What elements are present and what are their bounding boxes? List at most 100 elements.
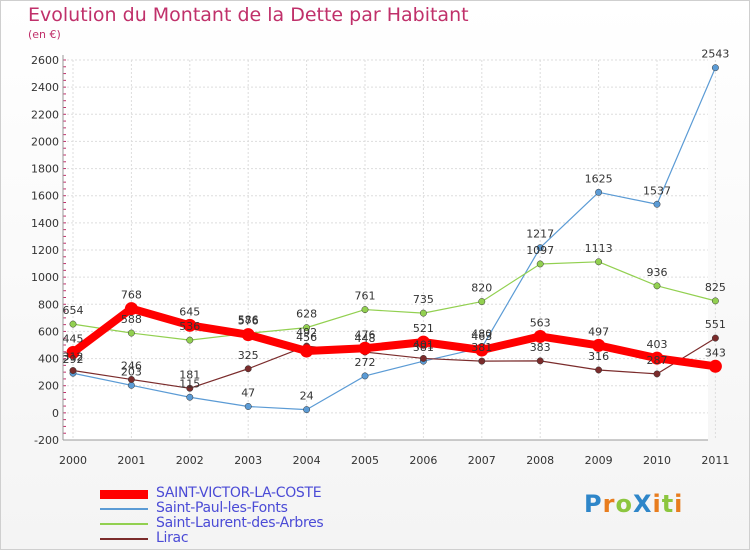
y-tick-label: 1000 (31, 271, 59, 284)
data-label: 2543 (701, 48, 729, 61)
data-label: 463 (471, 330, 492, 343)
data-label: 1113 (585, 242, 613, 255)
data-point (127, 329, 135, 337)
series-line-2 (72, 261, 717, 341)
data-point (478, 298, 486, 306)
data-point (711, 64, 719, 72)
series-line-3 (72, 337, 717, 389)
data-point (595, 188, 603, 196)
data-label: 586 (238, 313, 259, 326)
logo-letter: t (661, 490, 675, 518)
data-label: 381 (471, 341, 492, 354)
data-label: 1625 (585, 172, 613, 185)
data-point (536, 244, 544, 252)
data-label: 381 (413, 341, 434, 354)
data-point (186, 384, 194, 392)
data-point (711, 297, 719, 305)
legend-label: Lirac (156, 530, 189, 546)
data-label: 1097 (526, 244, 554, 257)
data-label: 576 (238, 315, 259, 328)
data-label: 1537 (643, 184, 671, 197)
data-label: 588 (121, 313, 142, 326)
data-label: 181 (179, 368, 200, 381)
data-point (244, 365, 252, 373)
data-point (416, 335, 430, 349)
data-label: 316 (588, 350, 609, 363)
data-label: 476 (355, 328, 376, 341)
data-point (183, 318, 197, 332)
data-label: 292 (63, 353, 84, 366)
data-label: 628 (296, 308, 317, 321)
data-point (711, 334, 719, 342)
data-point (244, 403, 252, 410)
data-point (653, 370, 661, 378)
series-line-0 (69, 304, 720, 371)
data-point (653, 282, 661, 290)
x-tick-label: 2008 (526, 454, 554, 467)
y-tick-label: 1200 (31, 244, 59, 257)
x-tick-label: 2005 (351, 454, 379, 467)
legend-swatch (100, 523, 148, 525)
data-point (300, 344, 314, 358)
data-label: 448 (355, 332, 376, 345)
data-label: 115 (179, 377, 200, 390)
x-tick-label: 2002 (176, 454, 204, 467)
legend-swatch (100, 489, 148, 499)
y-tick-label: 2000 (31, 135, 59, 148)
y-tick-label: 400 (38, 353, 59, 366)
data-label: 445 (63, 332, 84, 345)
data-label: 480 (471, 328, 492, 341)
data-point (69, 320, 77, 328)
data-point (66, 345, 80, 359)
data-point (708, 359, 722, 373)
data-label: 551 (705, 318, 726, 331)
x-tick-label: 2009 (585, 454, 613, 467)
data-label: 383 (530, 341, 551, 354)
data-label: 735 (413, 293, 434, 306)
data-label: 312 (63, 351, 84, 364)
data-label: 761 (355, 290, 376, 303)
data-point (358, 341, 372, 355)
x-tick-label: 2000 (59, 454, 87, 467)
chart-subtitle: (en €) (28, 28, 61, 41)
data-point (303, 406, 311, 414)
data-label: 47 (241, 386, 255, 399)
data-label: 645 (179, 305, 200, 318)
data-point (419, 309, 427, 317)
y-tick-label: 1800 (31, 163, 59, 176)
y-tick-label: -200 (34, 434, 59, 447)
data-label: 272 (355, 356, 376, 369)
data-label: 497 (588, 325, 609, 338)
data-label: 203 (121, 365, 142, 378)
data-label: 492 (296, 326, 317, 339)
logo-letter: P (584, 490, 603, 518)
y-tick-label: 2200 (31, 108, 59, 121)
data-point (419, 354, 427, 362)
legend-swatch (100, 508, 148, 510)
data-point (241, 328, 255, 342)
logo-letter: i (674, 490, 684, 518)
data-label: 246 (121, 359, 142, 372)
data-point (186, 393, 194, 401)
legend-swatch (100, 538, 148, 540)
y-tick-label: 200 (38, 380, 59, 393)
data-label: 1217 (526, 228, 554, 241)
data-label: 936 (647, 266, 668, 279)
data-point (653, 200, 661, 208)
data-label: 456 (296, 331, 317, 344)
legend-label: Saint-Paul-les-Fonts (156, 500, 288, 516)
data-point (127, 381, 135, 389)
y-tick-label: 1600 (31, 190, 59, 203)
proxiti-logo: ProXiti (584, 490, 683, 518)
data-point (478, 357, 486, 365)
x-tick-label: 2003 (234, 454, 262, 467)
data-label: 401 (413, 338, 434, 351)
logo-letter: X (632, 490, 653, 518)
data-point (595, 366, 603, 374)
data-label: 654 (63, 304, 84, 317)
x-tick-label: 2007 (468, 454, 496, 467)
data-label: 820 (471, 282, 492, 295)
data-label: 536 (179, 320, 200, 333)
data-point (533, 329, 547, 343)
data-point (124, 302, 138, 316)
